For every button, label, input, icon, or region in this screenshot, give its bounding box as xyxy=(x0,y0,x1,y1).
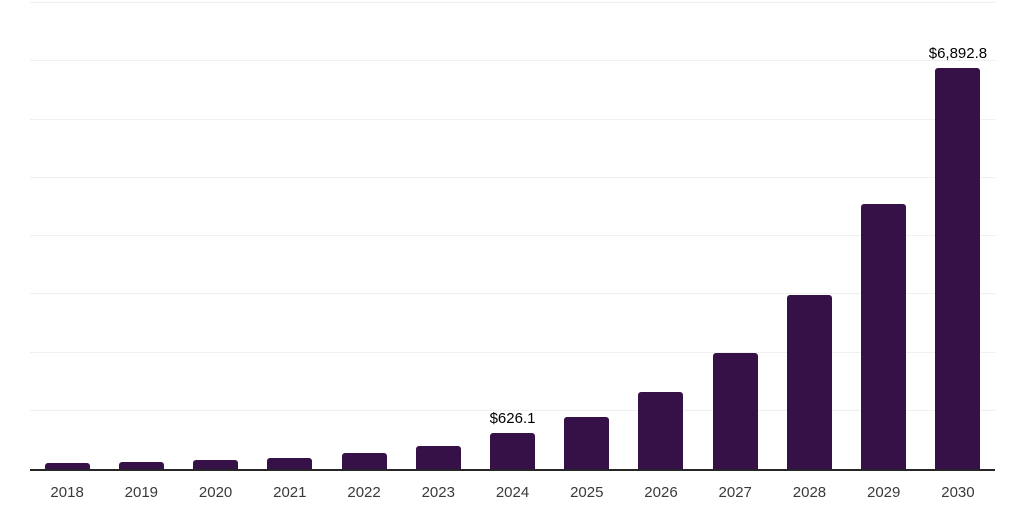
x-tick-label-2022: 2022 xyxy=(347,484,381,501)
bars: $626.1 $6,892.8 xyxy=(30,3,995,469)
gridline xyxy=(30,2,995,3)
bar-2020 xyxy=(193,459,239,469)
bar-slot xyxy=(847,3,921,469)
bar-value-label: $6,892.8 xyxy=(928,44,988,62)
bar-slot xyxy=(327,3,401,469)
bar-slot xyxy=(698,3,772,469)
bar-2024 xyxy=(490,432,536,469)
bar-slot: $626.1 xyxy=(475,3,549,469)
bar-value-label: $626.1 xyxy=(489,409,536,427)
bar-2025 xyxy=(564,417,610,469)
x-axis-labels: 2018 2019 2020 2021 2022 2023 2024 2025 2026 2027… xyxy=(30,484,995,502)
gridline xyxy=(30,60,995,62)
bar-slot xyxy=(178,3,252,469)
bar-slot xyxy=(550,3,624,469)
bar-slot xyxy=(253,3,327,469)
bar-2028 xyxy=(786,295,832,469)
x-tick-label-2030: 2030 xyxy=(941,484,975,501)
x-tick-label-2019: 2019 xyxy=(124,484,159,501)
bar-slot xyxy=(104,3,178,469)
bar-slot xyxy=(401,3,475,469)
gridline xyxy=(30,176,995,178)
gridline xyxy=(30,235,995,236)
x-tick-label-2028: 2028 xyxy=(792,484,827,501)
bar-2029 xyxy=(861,204,907,469)
x-tick-label-2026: 2026 xyxy=(644,484,678,501)
x-tick-label-2029: 2029 xyxy=(867,484,901,501)
bar-slot xyxy=(30,3,104,469)
x-tick-label-2023: 2023 xyxy=(421,484,455,501)
bar-2022 xyxy=(341,452,387,469)
x-tick-label-2025: 2025 xyxy=(570,484,604,501)
x-tick-label-2021: 2021 xyxy=(273,484,307,501)
bar-2027 xyxy=(712,353,758,469)
gridlines xyxy=(30,2,995,469)
gridline xyxy=(30,351,995,353)
gridline xyxy=(30,409,995,411)
gridline xyxy=(30,118,995,120)
bar-2019 xyxy=(118,461,164,469)
bar-slot xyxy=(772,3,846,469)
x-tick-label-2024: 2024 xyxy=(495,484,530,501)
bar-2026 xyxy=(638,392,684,469)
bar-slot: $6,892.8 xyxy=(921,3,995,469)
bar-2021 xyxy=(267,457,313,469)
gridline xyxy=(30,293,995,295)
bar-slot xyxy=(624,3,698,469)
bar-2030 xyxy=(935,67,981,469)
plot-area: $626.1 $6,892.8 xyxy=(30,2,995,471)
x-tick-label-2027: 2027 xyxy=(718,484,752,501)
bar-2018 xyxy=(44,463,90,469)
x-tick-label-2018: 2018 xyxy=(50,484,84,501)
bar-2023 xyxy=(415,445,461,469)
x-tick-label-2020: 2020 xyxy=(198,484,233,501)
